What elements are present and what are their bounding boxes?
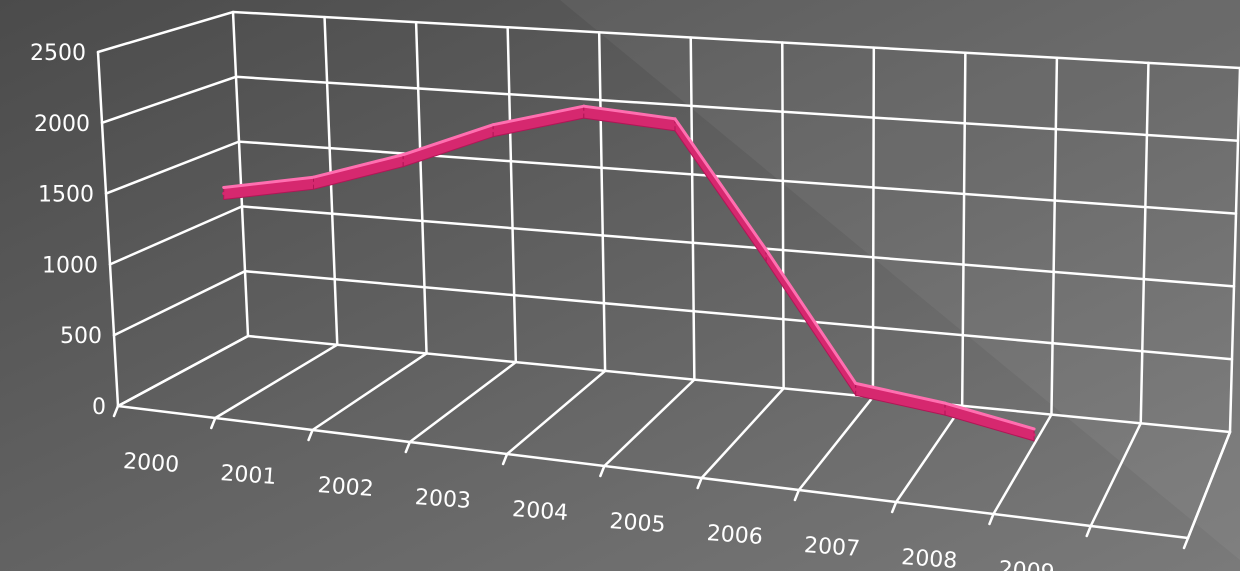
gridline-x-floor-0 [116,334,250,408]
gridline-x-floor-10 [1089,422,1142,528]
series-point-4 [582,110,586,114]
x-tick-6 [696,476,703,490]
series-segment-top-4 [582,104,677,121]
series-point-9 [1032,433,1036,437]
x-tick-2 [307,428,314,442]
gridline-x-back-9 [1050,56,1059,416]
x-axis-tick-labels: 2000 2001 2002 2003 2004 2005 2006 2007 2008 2009 [122,449,1055,571]
series-ribbon [222,104,1036,442]
gridline-x-floor-2 [311,352,428,432]
x-tick-0 [112,404,120,418]
x-tick-label-6: 2006 [706,521,764,550]
x-tick-11 [1182,536,1190,550]
gridline-x-back-3 [506,26,518,364]
series-segment-top-8 [943,401,1036,431]
x-tick-label-7: 2007 [803,533,861,562]
series-segment-top-2 [401,123,495,157]
series-point-8 [943,407,947,411]
x-tick-3 [404,440,412,454]
gridline-x-floor-6 [700,387,785,480]
x-tick-7 [793,488,801,502]
x-tick-4 [501,452,509,466]
series-point-0 [222,191,226,195]
series-point-6 [764,254,768,258]
series-segment-top-0 [222,175,316,189]
gridline-x-floor-3 [408,360,518,444]
series-point-1 [312,181,316,185]
series-point-3 [491,129,495,133]
y-tick-label-2: 1000 [42,253,98,278]
floor-right-edge [1186,430,1232,540]
y-axis-line [96,50,120,408]
gridline-x-back-8 [960,51,967,408]
gridline-x-floor-8 [894,404,964,504]
x-tick-label-1: 2001 [220,461,278,490]
gridline-x-floor-9 [992,413,1053,516]
y-axis-tick-labels: 0 500 1000 1500 2000 2500 [30,41,106,420]
gridline-x-back-11 [1228,66,1240,434]
x-tick-label-4: 2004 [511,497,569,526]
y-tick-label-3: 1500 [38,183,94,208]
y-tick-label-4: 2000 [34,112,90,137]
gridline-x-floor-7 [797,395,875,492]
x-tick-label-8: 2008 [900,545,958,571]
x-tick-label-9: 2009 [998,557,1056,571]
gridline-x-floor-1 [214,343,339,420]
x-tick-label-0: 2000 [122,449,180,478]
x-tick-label-2: 2002 [317,473,375,502]
x-axis-line [116,404,1190,540]
gridline-x-back-6 [781,41,785,390]
x-tick-1 [210,416,217,430]
gridline-x-back-10 [1139,61,1150,425]
gridline-x-floor-4 [505,369,607,456]
series-point-5 [673,123,677,127]
x-tick-label-5: 2005 [609,509,667,538]
y-tick-label-0: 0 [92,395,106,420]
y-tick-label-1: 500 [60,324,102,349]
gridline-x-back-2 [414,20,428,355]
background-highlight [560,0,1240,560]
gridline-x-back-7 [871,46,876,399]
x-tick-8 [890,500,898,514]
series-segment-top-7 [854,381,947,405]
gridline-x-back-4 [597,31,607,373]
series-segment-top-1 [312,153,405,179]
series-segment-top-6 [764,248,858,385]
x-tick-10 [1085,524,1092,538]
x-tick-label-3: 2003 [414,485,472,514]
x-tick-5 [599,464,606,478]
series-point-2 [401,159,405,163]
gridline-x-back-5 [689,36,696,381]
series-point-7 [854,387,858,391]
y-tick-label-5: 2500 [30,41,86,66]
series-segment-top-5 [673,117,768,252]
gridline-x-back-0 [231,10,250,338]
gridline-x-floor-5 [603,378,696,468]
x-tick-9 [988,512,995,526]
series-segment-top-3 [491,104,586,127]
